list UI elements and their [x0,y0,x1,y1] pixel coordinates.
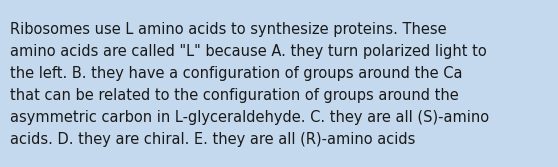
Text: asymmetric carbon in L-glyceraldehyde. C. they are all (S)-amino: asymmetric carbon in L-glyceraldehyde. C… [10,110,489,125]
Text: amino acids are called "L" because A. they turn polarized light to: amino acids are called "L" because A. th… [10,44,487,59]
Text: acids. D. they are chiral. E. they are all (R)-amino acids: acids. D. they are chiral. E. they are a… [10,132,415,147]
Text: Ribosomes use L amino acids to synthesize proteins. These: Ribosomes use L amino acids to synthesiz… [10,22,446,37]
Text: the left. B. they have a configuration of groups around the Ca: the left. B. they have a configuration o… [10,66,463,81]
Text: that can be related to the configuration of groups around the: that can be related to the configuration… [10,88,459,103]
